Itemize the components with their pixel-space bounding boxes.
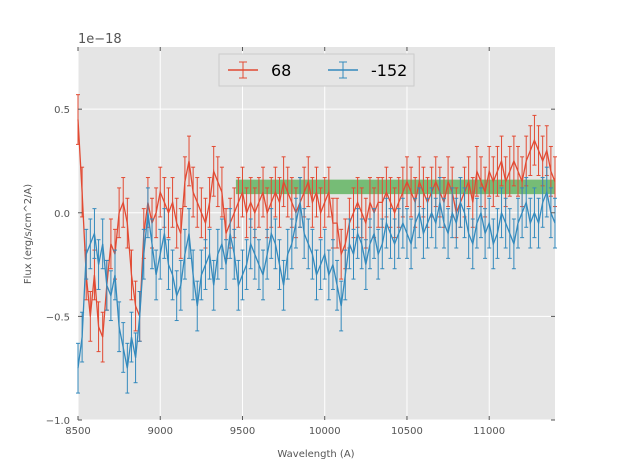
series-line xyxy=(77,119,556,338)
legend-item: 68 xyxy=(228,61,291,80)
x-tick-label: 10000 xyxy=(309,426,341,437)
legend: 68 -152 xyxy=(218,53,415,87)
y-tick-label: 0.5 xyxy=(54,105,70,116)
x-tick-label: 8500 xyxy=(65,426,90,437)
plot-area xyxy=(78,47,555,420)
series-layer xyxy=(76,94,557,394)
x-tick-label: 10500 xyxy=(391,426,423,437)
x-tick-label: 11000 xyxy=(473,426,505,437)
y-axis-label: Flux (erg/s/cm^2/A) xyxy=(23,184,34,284)
legend-item: -152 xyxy=(328,61,407,80)
axes-layer: 8500 9000 9500 10000 10500 11000 −1.0 −0.5 0.0 0.… xyxy=(46,47,555,437)
y-tick-label: −0.5 xyxy=(46,312,70,323)
legend-label: -152 xyxy=(371,61,407,80)
x-tick-label: 9500 xyxy=(230,426,255,437)
legend-label: 68 xyxy=(271,61,291,80)
y-tick-label: −1.0 xyxy=(46,416,70,427)
x-tick-label: 9000 xyxy=(148,426,173,437)
series-line xyxy=(77,189,556,369)
x-axis-label: Wavelength (A) xyxy=(277,449,354,460)
y-offset-label: 1e−18 xyxy=(78,32,122,47)
series-2 xyxy=(76,166,557,394)
y-tick-label: 0.0 xyxy=(54,209,70,220)
